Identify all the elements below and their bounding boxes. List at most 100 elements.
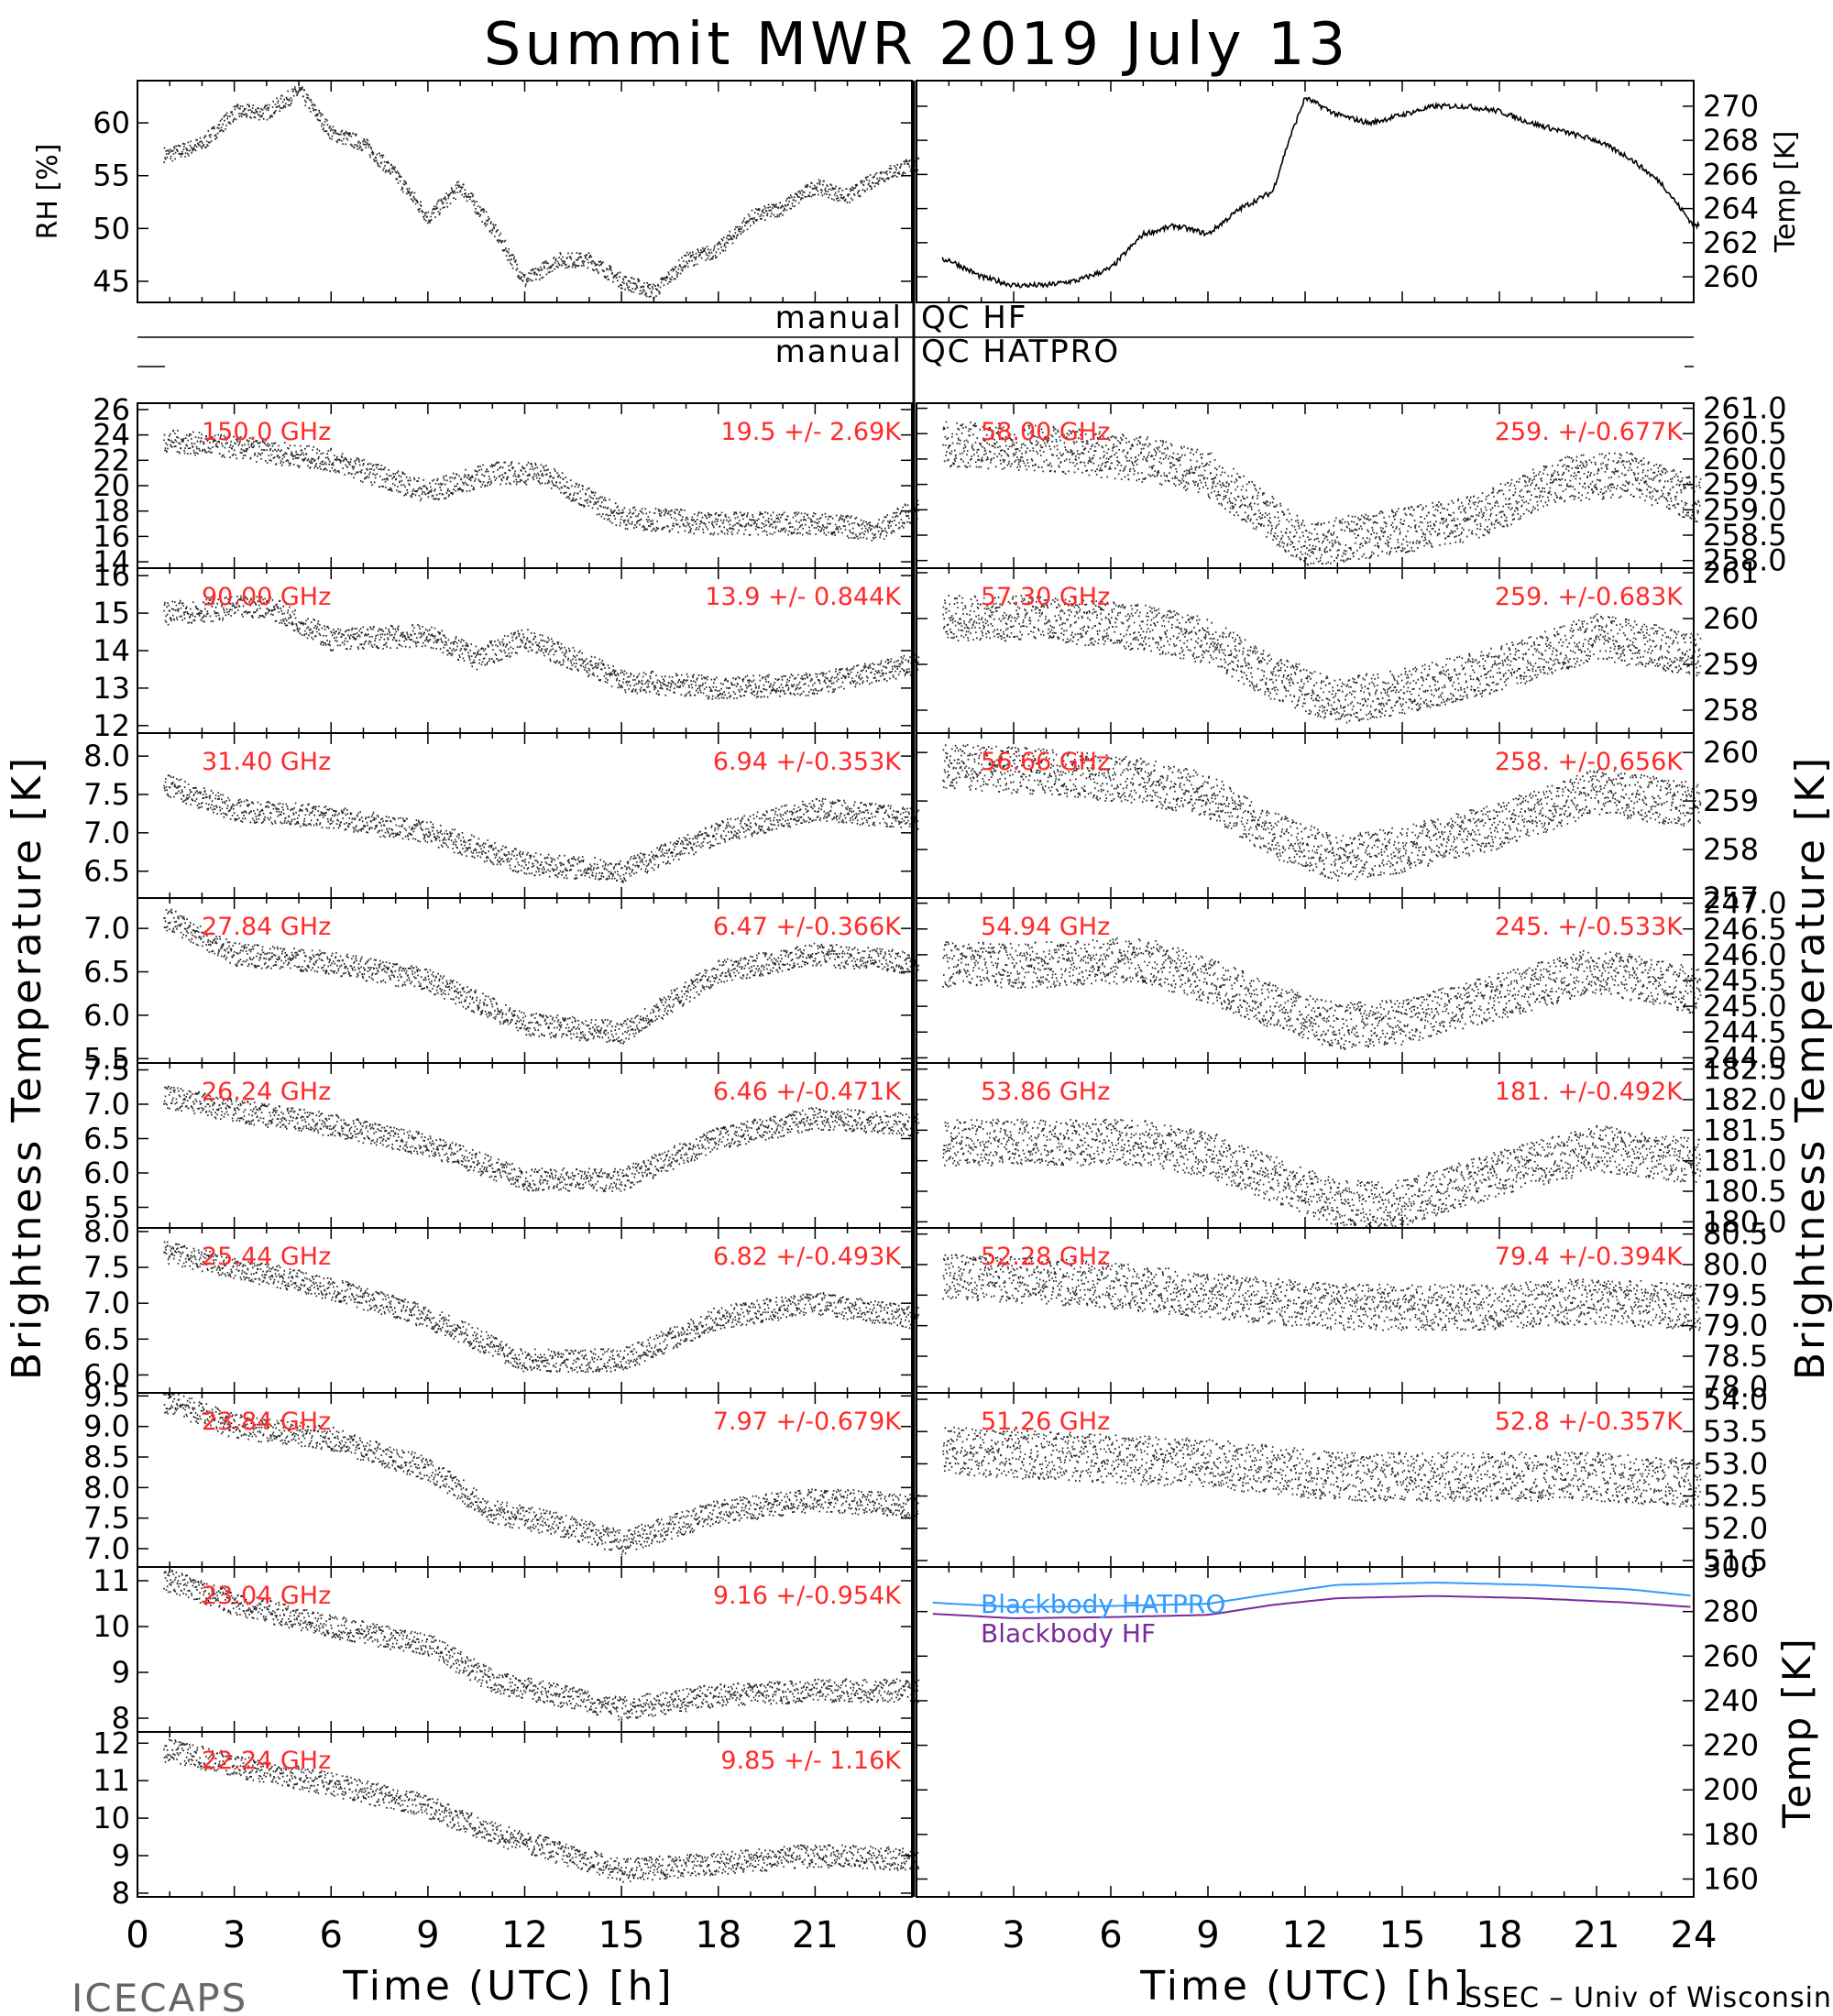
y-tick-label: 200 [1703,1772,1759,1807]
x-tick-label: 15 [598,1914,645,1956]
channel-stat: 6.46 +/-0.471K [713,1078,902,1106]
y-tick-label: 80.0 [1703,1247,1768,1282]
y-tick-label: 22 [93,443,130,477]
qc-left-2: manual [775,334,903,370]
channel-label: 54.94 GHz [981,913,1110,941]
brightness-temperature-label-left: Brightness Temperature [K] [4,755,50,1380]
y-tick-label: 8 [112,1701,130,1736]
y-tick-label: 6.5 [83,1122,130,1156]
footer-right: SSEC – Univ of Wisconsin [1465,1982,1832,2014]
x-tick-label: 18 [1476,1914,1523,1956]
y-tick-label: 7.5 [83,777,130,812]
panel-right-5: 78.078.579.079.580.080.5 52.28 GHz 79.4 +/… [916,1217,1768,1404]
y-tick-label: 9.5 [83,1378,130,1413]
y-tick-label: 7.0 [83,911,130,946]
y-tick-label: 258 [1703,693,1759,728]
panel-frame [137,80,913,303]
x-tick-label: 3 [1002,1914,1025,1956]
y-tick-label: 26 [93,392,130,427]
y-tick-label: 264 [1703,192,1759,226]
y-tick-label: 6.5 [83,955,130,990]
x-tick-label: 12 [1282,1914,1329,1956]
data-points [163,908,920,1045]
qc-hf: QC HF [921,300,1027,336]
series-line-blackbody-hf [932,1594,1691,1619]
y-tick-label: 258 [1703,832,1759,867]
x-tick-label: 9 [1196,1914,1219,1956]
data-line [941,96,1700,289]
y-tick-label: 261 [1703,555,1759,590]
y-tick-label: 182.5 [1703,1052,1787,1087]
y-tick-label: 6.0 [83,1357,130,1392]
y-tick-label: 260.0 [1703,442,1787,477]
channel-stat: 7.97 +/-0.679K [713,1408,902,1436]
y-tick-label: 15 [93,596,130,630]
y-tick-label: 79.0 [1703,1309,1768,1343]
y-tick-label: 266 [1703,157,1759,192]
y-tick-label: 7.5 [83,1501,130,1536]
data-points [942,421,1702,566]
y-tick-label: 54.0 [1703,1382,1768,1417]
data-points [163,595,920,700]
y-tick-label: 53.5 [1703,1414,1768,1449]
data-points [163,86,920,300]
y-tick-label: 6.0 [83,1156,130,1190]
y-tick-label: 247.0 [1703,886,1787,921]
y-tick-label: 181.5 [1703,1112,1787,1147]
channel-label: 23.04 GHz [202,1582,331,1610]
y-tick-label: 244.5 [1703,1014,1787,1049]
y-tick-label: 270 [1703,89,1759,124]
y-tick-label: 9 [112,1838,130,1873]
y-tick-label: 180.0 [1703,1204,1787,1239]
xlabel-left: Time (UTC) [h] [342,1963,674,2010]
data-points [163,1738,920,1883]
y-tick-label: 51.5 [1703,1543,1768,1578]
channel-stat: 6.94 +/-0.353K [713,748,902,776]
panel-left-3: 5.5 6.0 6.5 7.0 27.84 GHz 6.47 +/-0.366K [83,897,920,1076]
y-tick-label: 20 [93,468,130,503]
channel-stat: 79.4 +/-0.394K [1495,1243,1684,1271]
y-tick-label: 8.5 [83,1440,130,1474]
y-tick-label: 16 [93,519,130,553]
y-tick-label: 53.0 [1703,1446,1768,1481]
blackbody-temp-label: Temp [K] [1774,1636,1819,1829]
x-tick-label: 0 [905,1914,927,1956]
y-tick-label: 78.5 [1703,1339,1768,1374]
y-tick-label: 9 [112,1655,130,1690]
panel-right-6: 51.552.052.553.053.554.0 51.26 GHz 52.8 +/… [916,1382,1768,1578]
y-tick-label: 11 [93,1563,130,1598]
data-points [942,744,1702,882]
y-tick-label: 7.0 [83,1286,130,1320]
channel-stat: 19.5 +/- 2.69K [720,418,902,446]
channel-stat: 259. +/-0.677K [1495,418,1684,446]
y-tick-label: 45 [93,264,130,299]
channel-label: 90.00 GHz [202,583,331,611]
data-points [942,595,1702,724]
y-tick-label: 79.5 [1703,1277,1768,1312]
data-points [163,1569,920,1721]
y-tick-label: 180.5 [1703,1174,1787,1209]
channel-label: 26.24 GHz [202,1078,331,1106]
channel-label: 23.84 GHz [202,1408,331,1436]
x-tick-label: 0 [126,1914,148,1956]
x-tick-label: 18 [695,1914,741,1956]
y-tick-label: 7.0 [83,1087,130,1122]
y-tick-label: 8.0 [83,1214,130,1249]
y-tick-label: 259 [1703,783,1759,818]
panel-right-2: 257 258 259 260 56.66 GHz 258. +/-0.656K [916,732,1759,915]
y-tick-label: 78.0 [1703,1369,1768,1404]
channel-stat: 258. +/-0.656K [1495,748,1684,776]
y-tick-label: 18 [93,494,130,529]
y-tick-label: 300 [1703,1550,1759,1584]
y-tick-label: 182.0 [1703,1082,1787,1117]
y-tick-label: 260 [1703,735,1759,770]
data-points [163,1241,920,1374]
y-tick-label: 181.0 [1703,1144,1787,1178]
